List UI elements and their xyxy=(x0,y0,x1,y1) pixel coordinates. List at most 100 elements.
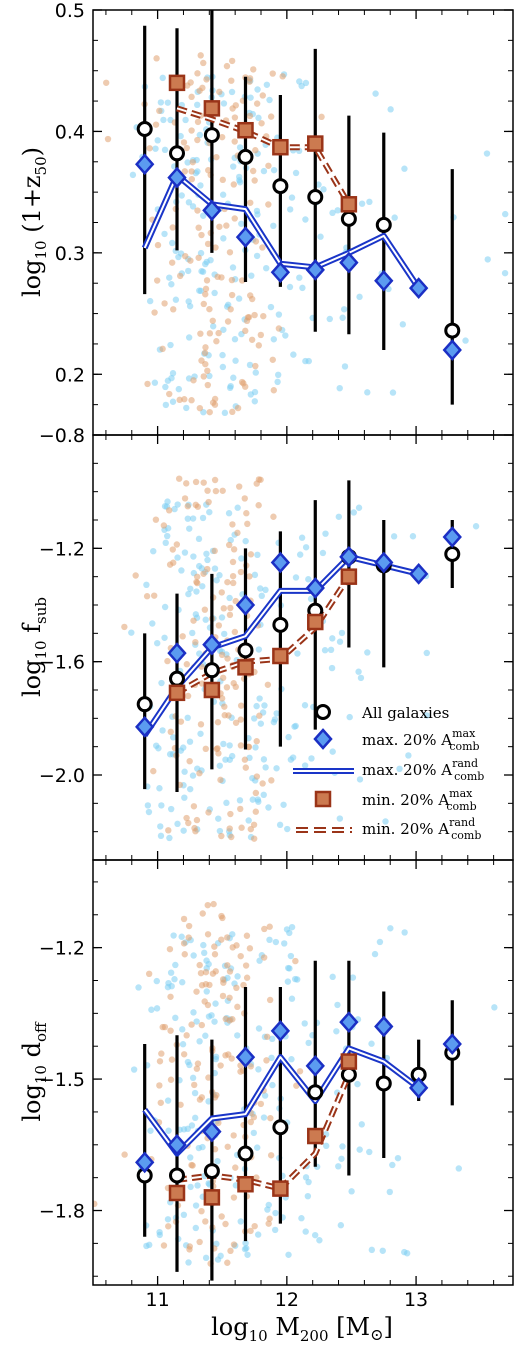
galaxy-point-blue xyxy=(236,797,244,804)
galaxy-point-blue xyxy=(254,551,261,559)
middle-y-tick-label: −1.6 xyxy=(39,652,85,674)
galaxy-point-orange xyxy=(243,932,251,939)
galaxy-point-blue xyxy=(171,505,178,513)
max-comb-max-point xyxy=(270,551,291,574)
galaxy-point-orange xyxy=(188,397,195,404)
galaxy-point-orange xyxy=(257,1100,265,1108)
galaxy-point-orange xyxy=(204,1001,212,1009)
galaxy-point-orange xyxy=(159,345,166,353)
galaxy-point-blue xyxy=(409,533,417,540)
galaxy-point-blue xyxy=(321,647,329,654)
galaxy-point-orange xyxy=(237,568,245,576)
galaxy-point-blue xyxy=(220,740,227,748)
galaxy-point-orange xyxy=(190,377,197,384)
galaxy-point-blue xyxy=(372,90,379,97)
galaxy-point-orange xyxy=(203,76,210,83)
galaxy-point-blue xyxy=(327,646,335,654)
legend-entry-max-comb-rand: max. 20% Arand comb xyxy=(293,757,484,783)
galaxy-point-orange xyxy=(188,168,195,175)
galaxy-point-orange xyxy=(121,1151,128,1158)
galaxy-point-blue xyxy=(203,988,210,995)
galaxy-point-blue xyxy=(225,510,233,517)
galaxy-point-blue xyxy=(190,553,197,560)
galaxy-point-orange xyxy=(168,1056,176,1063)
min-comb-rand-line-core xyxy=(176,107,350,205)
galaxy-point-blue xyxy=(334,1001,341,1009)
galaxy-point-orange xyxy=(224,934,231,941)
max-comb-rand-line-core xyxy=(143,555,419,736)
galaxy-point-orange xyxy=(195,224,202,231)
galaxy-point-blue xyxy=(166,274,173,281)
galaxy-point-blue xyxy=(230,374,237,381)
galaxy-point-blue xyxy=(355,504,363,511)
galaxy-point-orange xyxy=(242,962,250,969)
galaxy-point-blue xyxy=(329,748,336,755)
galaxy-point-orange xyxy=(221,712,228,719)
galaxy-point-orange xyxy=(230,181,237,188)
galaxy-point-blue xyxy=(206,372,213,380)
galaxy-point-orange xyxy=(205,167,212,174)
galaxy-point-blue xyxy=(168,281,175,288)
galaxy-point-orange xyxy=(200,479,207,486)
galaxy-point-orange xyxy=(220,605,227,612)
galaxy-point-orange xyxy=(200,570,207,577)
legend-label-min-comb-rand: min. 20% Arand comb xyxy=(362,816,481,842)
min-comb-max-point xyxy=(203,1189,221,1206)
galaxy-point-blue xyxy=(149,620,156,627)
middle-panel: −2.0 −1.6 −1.2 −0.8 xyxy=(39,425,514,861)
galaxy-point-blue xyxy=(232,357,239,364)
galaxy-point-orange xyxy=(228,77,235,84)
galaxy-point-orange xyxy=(259,244,266,251)
galaxy-point-blue xyxy=(175,253,182,261)
galaxy-point-blue xyxy=(205,960,212,968)
galaxy-point-orange xyxy=(184,692,192,700)
galaxy-point-blue xyxy=(302,1174,310,1181)
galaxy-point-blue xyxy=(199,514,207,522)
galaxy-point-blue xyxy=(159,727,166,734)
galaxy-point-blue xyxy=(156,785,163,792)
galaxy-point-blue xyxy=(151,379,159,386)
galaxy-point-blue xyxy=(195,535,203,543)
galaxy-point-blue xyxy=(184,159,191,166)
galaxy-point-orange xyxy=(212,487,220,495)
min-comb-max-point xyxy=(237,121,254,139)
legend-label-min-comb-max: min. 20% Amax comb xyxy=(362,787,477,813)
galaxy-point-blue xyxy=(273,710,280,717)
galaxy-point-orange xyxy=(213,153,220,161)
galaxy-point-blue xyxy=(317,233,324,240)
galaxy-point-orange xyxy=(183,1032,190,1039)
galaxy-point-blue xyxy=(356,293,363,301)
galaxy-point-orange xyxy=(197,52,204,59)
all-galaxies-point xyxy=(203,662,220,679)
galaxy-point-blue xyxy=(185,1259,192,1266)
galaxy-point-blue xyxy=(484,256,491,263)
galaxy-point-orange xyxy=(216,223,223,230)
panels: 0.2 0.3 0.4 0.5 −2.0 −1.6 −1.2 −0.8 −1.8 −1.5 −1.2… xyxy=(39,0,514,1311)
min-comb-max-point xyxy=(168,74,186,92)
galaxy-point-orange xyxy=(250,821,258,828)
galaxy-point-blue xyxy=(389,1161,396,1169)
galaxy-point-blue xyxy=(298,534,306,541)
galaxy-point-blue xyxy=(254,211,261,218)
galaxy-point-orange xyxy=(233,984,240,992)
top-galaxy-cloud xyxy=(103,52,509,417)
galaxy-point-orange xyxy=(216,88,223,96)
galaxy-point-blue xyxy=(364,649,371,656)
all-galaxies-point xyxy=(169,1167,185,1184)
galaxy-point-orange xyxy=(246,112,254,120)
galaxy-point-orange xyxy=(194,136,201,144)
galaxy-point-orange xyxy=(269,70,276,77)
galaxy-point-orange xyxy=(209,970,217,977)
galaxy-point-blue xyxy=(350,509,357,516)
max-comb-max-point xyxy=(235,594,256,616)
galaxy-point-orange xyxy=(210,900,217,908)
galaxy-point-blue xyxy=(302,216,309,223)
galaxy-point-blue xyxy=(178,567,185,574)
galaxy-point-blue xyxy=(294,650,301,657)
galaxy-point-orange xyxy=(179,633,186,640)
galaxy-point-orange xyxy=(251,1222,258,1230)
legend-square-marker xyxy=(314,790,332,808)
galaxy-point-blue xyxy=(130,1066,138,1073)
galaxy-point-orange xyxy=(252,808,259,815)
galaxy-point-orange xyxy=(241,756,249,763)
